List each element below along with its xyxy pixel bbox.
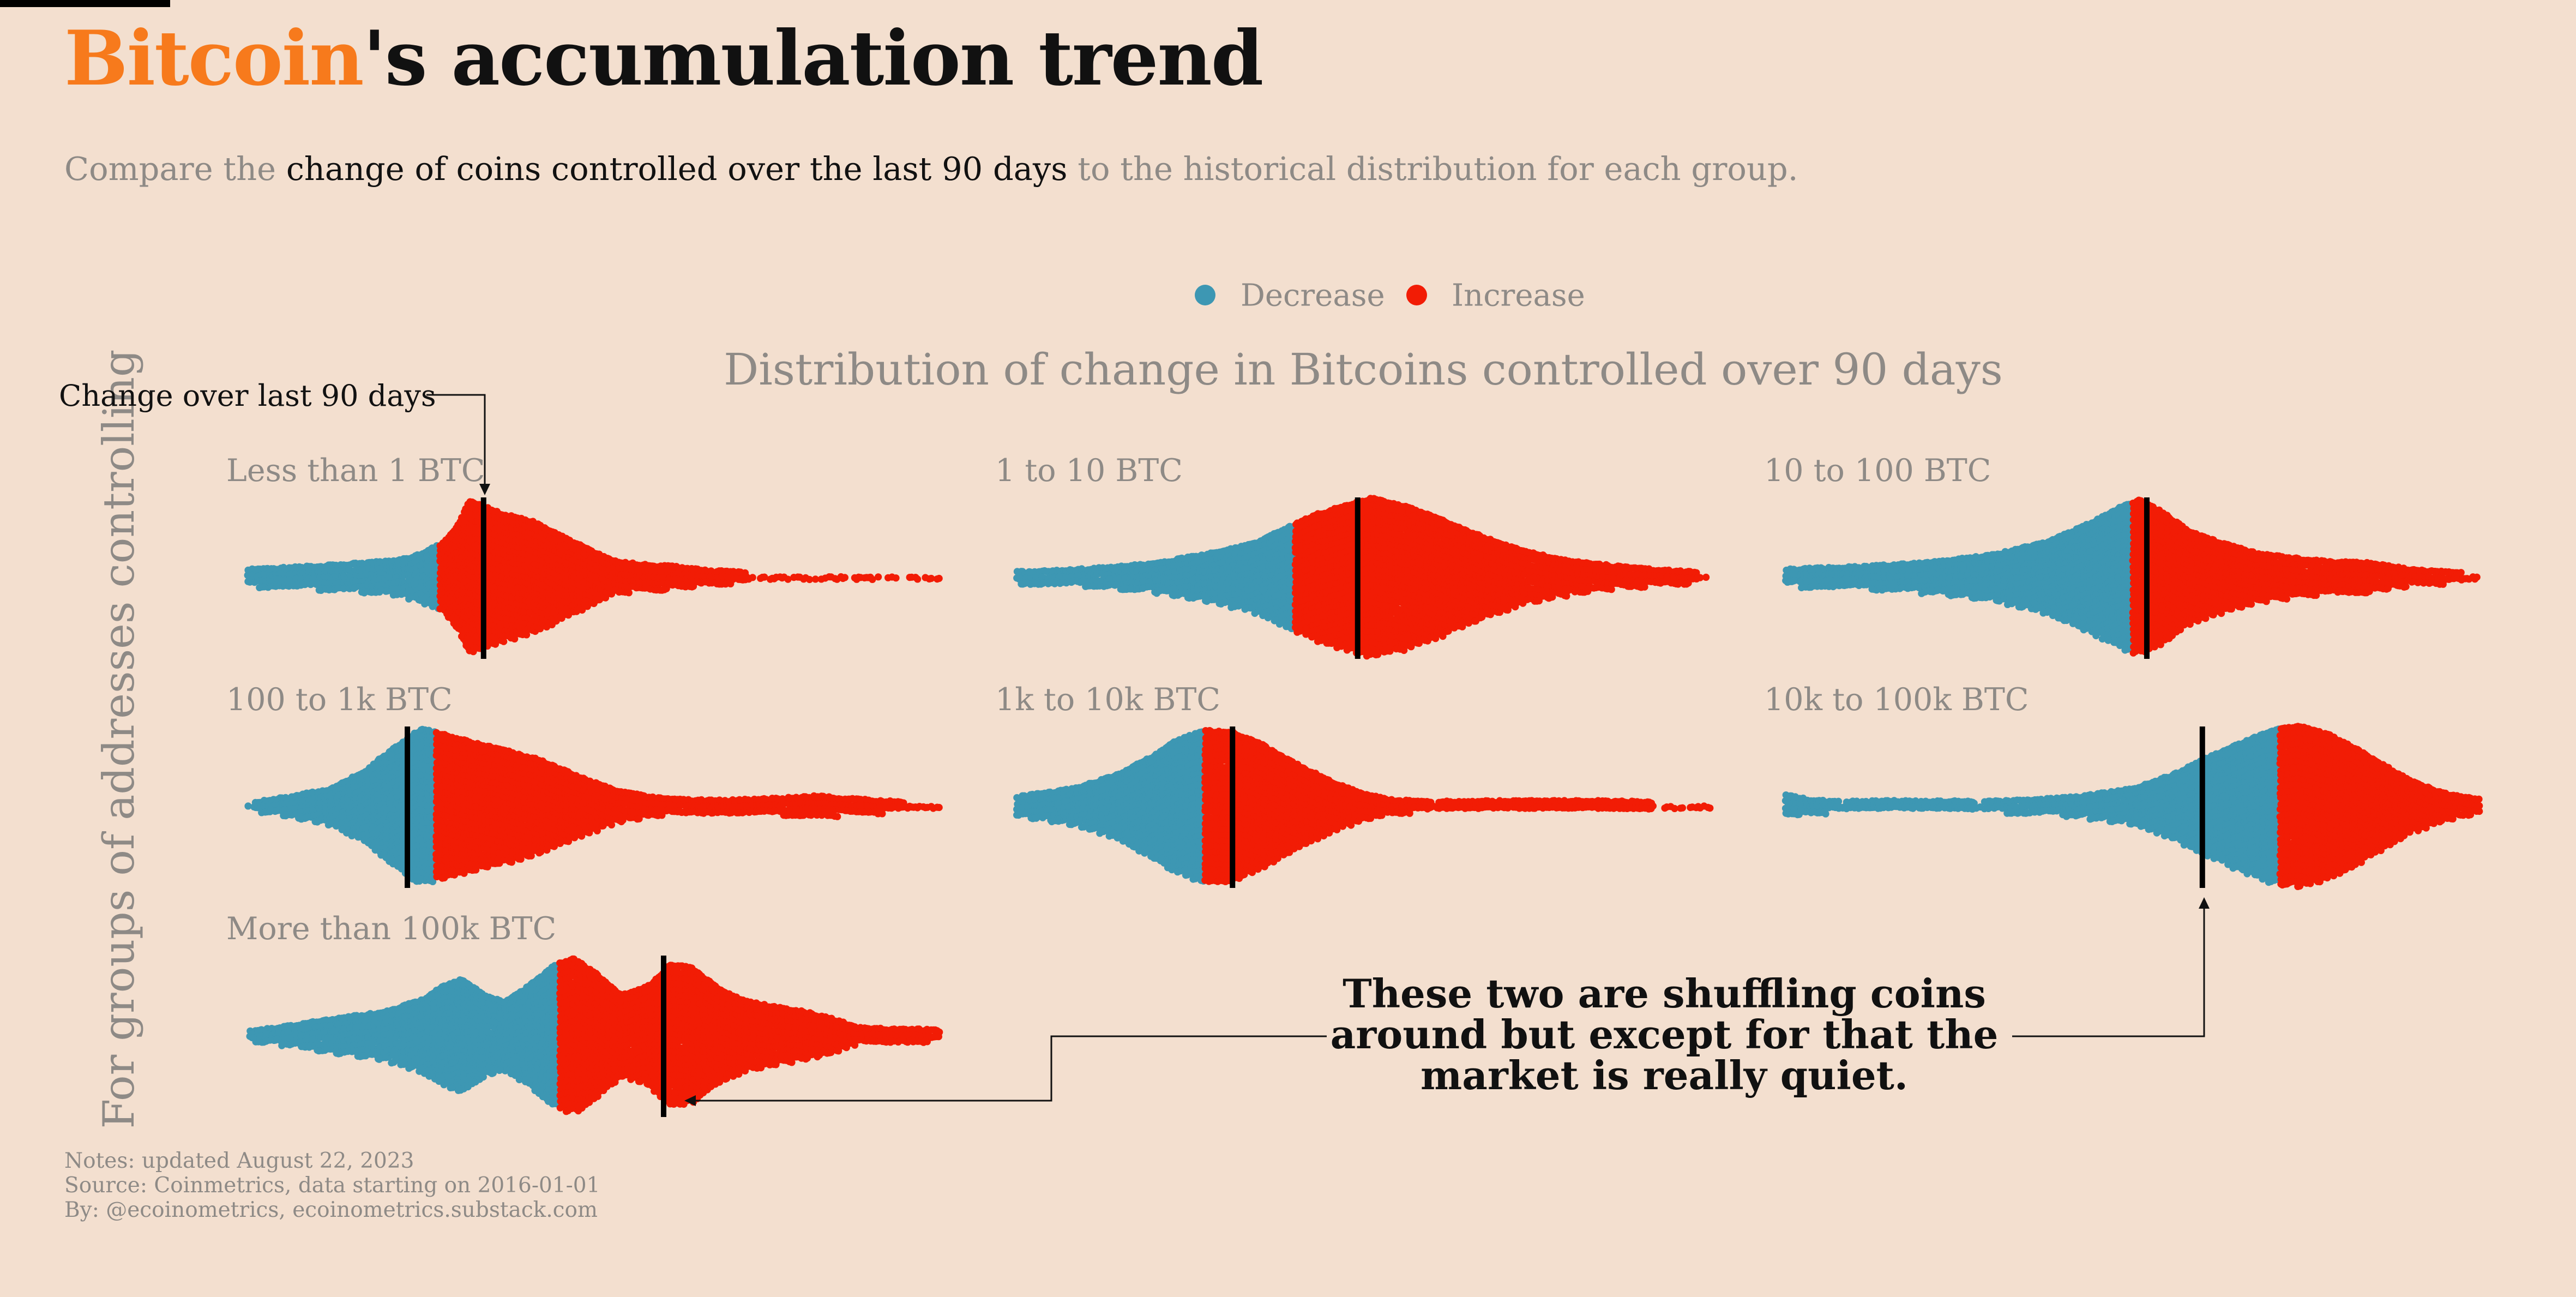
panel-2: 1 to 10 BTC [995,453,1710,659]
swarm-point [625,589,633,596]
panel-label: 1 to 10 BTC [995,453,1183,489]
legend-label-increase: Increase [1452,278,1585,314]
legend-swatch-increase [1406,285,1427,305]
chart-title: Distribution of change in Bitcoins contr… [724,344,2003,395]
swarm-points [244,498,943,655]
legend-swatch-decrease [1195,285,1215,305]
swarm-point [892,574,899,581]
swarm-point [841,574,848,581]
swarm-point [749,574,756,581]
swarm-points [1013,495,1710,659]
swarm-point [875,573,882,580]
panel-1: Less than 1 BTC [226,453,943,659]
swarm-point [914,575,921,583]
panel-label: Less than 1 BTC [226,453,485,489]
y-axis-label: For groups of addresses controlling [94,349,144,1128]
swarm-point [936,575,943,582]
chart-legend: Decrease Increase [1195,278,1585,314]
legend-label-decrease: Decrease [1241,278,1385,314]
